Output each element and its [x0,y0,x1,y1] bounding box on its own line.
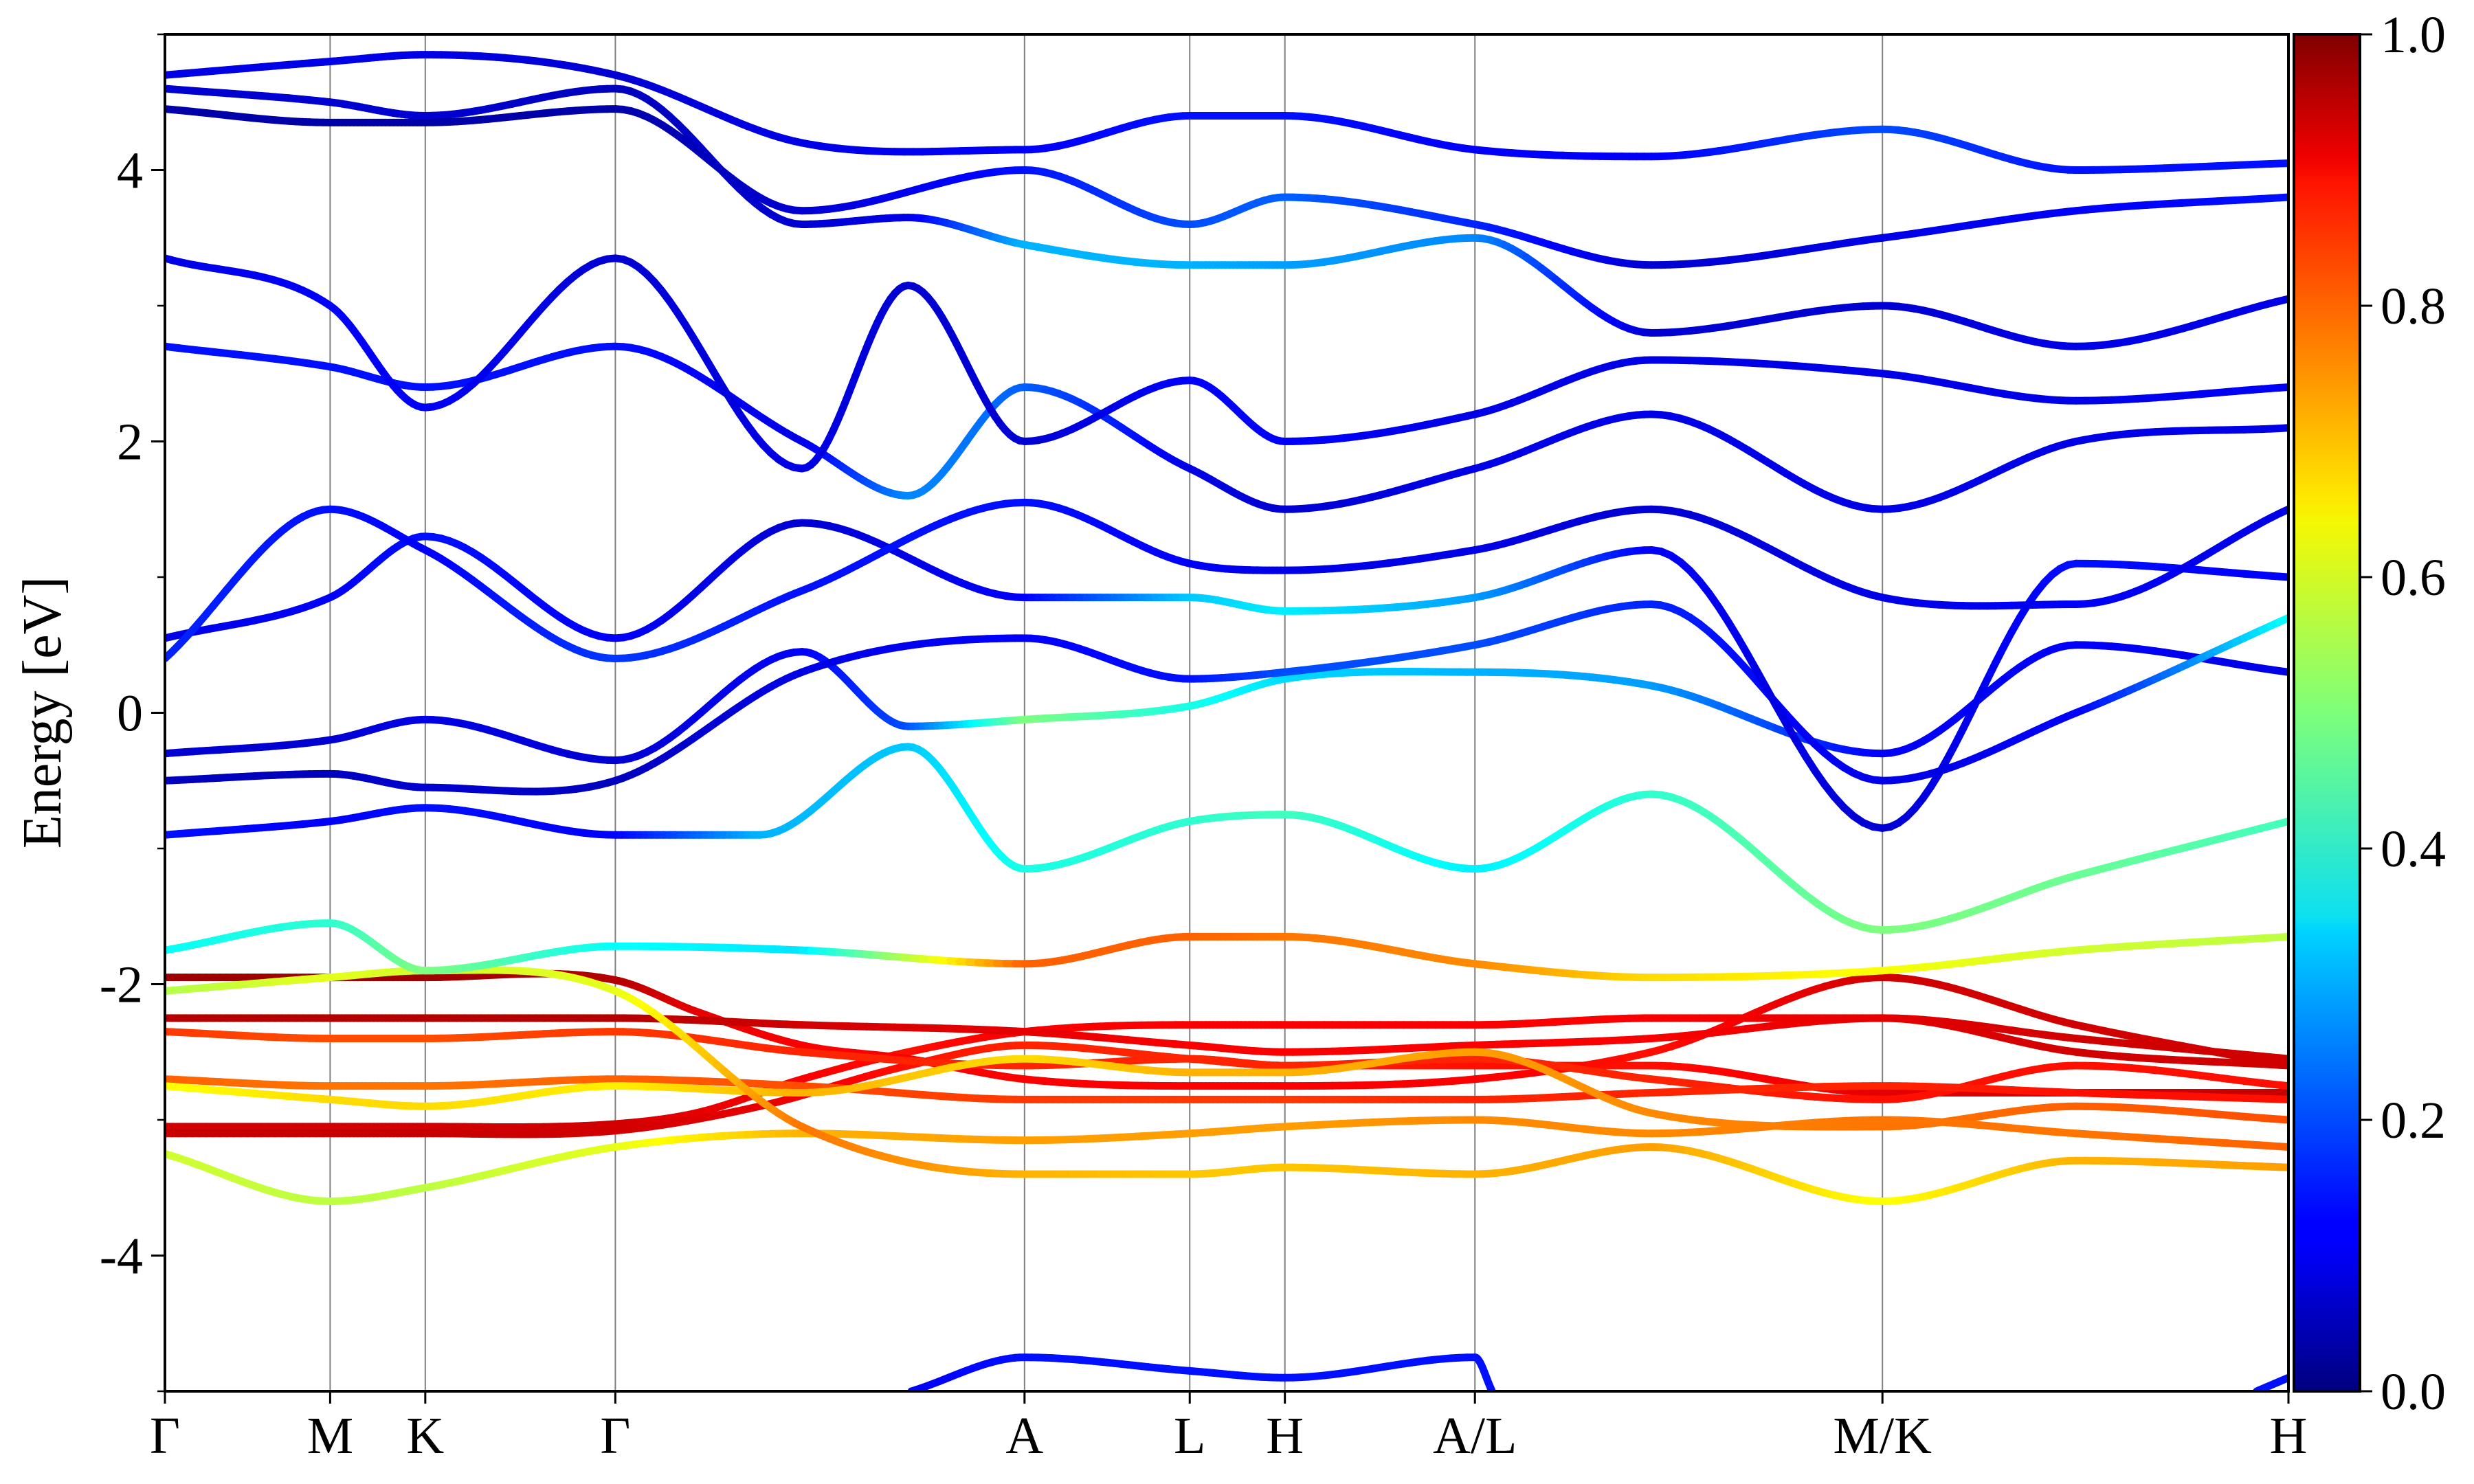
band-13 [165,519,2288,832]
band-segment [2275,614,2288,626]
band-segment [2275,1115,2288,1124]
band-lines [165,51,2288,1391]
band-4 [165,1028,2288,1103]
band-9 [165,919,2288,982]
band-segment [2275,818,2288,828]
band-8 [165,966,2288,1205]
band-segment [2275,424,2288,432]
band-segment [2275,667,2288,676]
band-segment [2275,505,2288,517]
band-3 [165,1014,2288,1063]
band-segment [2275,1054,2288,1063]
band-segment [2275,932,2288,941]
band-10 [165,743,2288,934]
band-segment [2275,1081,2288,1090]
band-15 [165,342,2288,513]
band-11 [165,641,2288,765]
band-6 [165,1048,2288,1131]
band-12 [165,600,2288,796]
band-14 [165,498,2288,662]
band-segment [2275,572,2288,581]
band-16 [165,254,2288,473]
band-segment [2275,1060,2288,1070]
